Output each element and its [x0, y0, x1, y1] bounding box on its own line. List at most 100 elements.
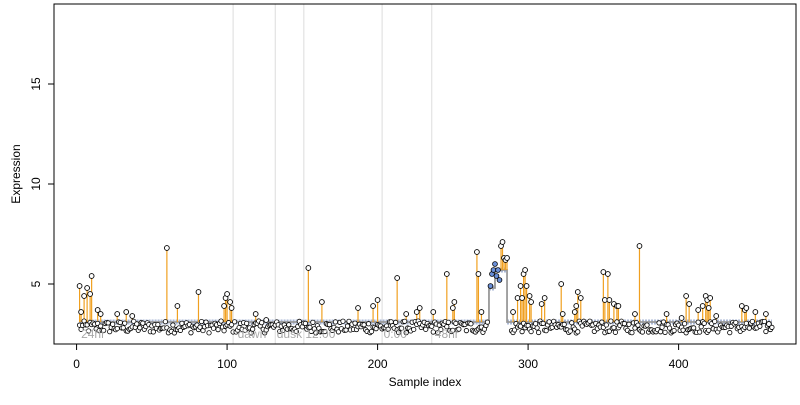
data-point [695, 319, 701, 325]
outlier-point-73 [699, 303, 706, 309]
data-point [435, 330, 441, 336]
outlier-point-56 [573, 303, 580, 309]
data-point [429, 323, 435, 329]
rising-point-5 [495, 267, 501, 273]
data-point [361, 322, 367, 328]
segment-label-2: dusk [277, 327, 303, 341]
outlier-point-72 [695, 307, 702, 313]
data-point [456, 326, 462, 332]
data-point [543, 328, 549, 334]
axes-layer: 0 100 200 300 400 5 10 15 [29, 77, 689, 371]
data-point [621, 321, 628, 327]
outlier-point-11 [164, 245, 170, 251]
segment-label-1: dawn [238, 327, 267, 341]
outlier-point-31 [443, 271, 450, 277]
outlier-point-29 [416, 305, 423, 311]
y-axis-label: Expression [9, 144, 23, 203]
data-point [528, 328, 534, 335]
outlier-point-38 [499, 239, 506, 245]
segment-label-4: 0:00 [384, 327, 408, 341]
data-point [365, 321, 372, 327]
data-point [170, 322, 176, 328]
outlier-point-2 [81, 293, 87, 299]
data-point [218, 318, 224, 324]
outlier-point-4 [87, 291, 93, 297]
outlier-point-13 [195, 289, 202, 295]
x-tick-label-1: 100 [217, 357, 237, 371]
data-point [117, 319, 123, 326]
rising-point-4 [493, 273, 500, 279]
outlier-point-65 [615, 303, 622, 309]
outlier-point-61 [605, 271, 611, 277]
data-point [712, 318, 718, 325]
outlier-point-41 [504, 255, 510, 261]
outlier-point-51 [538, 301, 545, 307]
data-point [188, 330, 194, 336]
outlier-point-35 [475, 271, 482, 277]
outlier-point-21 [305, 265, 312, 271]
data-point [368, 328, 375, 335]
outlier-point-68 [663, 311, 670, 317]
data-point [385, 326, 391, 332]
data-point [635, 322, 641, 328]
data-point [396, 329, 402, 336]
rising-point-2 [490, 267, 497, 273]
data-point [691, 325, 697, 331]
outlier-point-34 [474, 249, 480, 255]
data-point [155, 322, 161, 328]
outlier-point-67 [636, 243, 643, 249]
data-point [533, 321, 539, 327]
data-point [575, 329, 581, 335]
data-point [701, 320, 707, 326]
data-point [250, 326, 256, 332]
outlier-point-27 [403, 311, 410, 317]
data-point [761, 318, 767, 325]
plot-frame [53, 3, 797, 345]
outlier-point-28 [413, 309, 420, 315]
data-point [244, 320, 250, 326]
data-point [727, 330, 733, 336]
data-point [746, 325, 752, 331]
data-point [536, 329, 542, 336]
data-point [134, 321, 140, 327]
y-tick-label-0: 5 [29, 280, 43, 287]
data-point [444, 324, 450, 330]
data-point [302, 320, 308, 326]
data-point [137, 325, 143, 331]
data-point [120, 325, 126, 331]
data-point [215, 327, 221, 333]
data-point [569, 320, 575, 326]
data-point [749, 318, 755, 325]
outlier-point-50 [528, 299, 534, 305]
data-point [666, 325, 673, 331]
data-point [517, 323, 524, 329]
data-point [639, 329, 646, 335]
outlier-point-78 [713, 313, 720, 319]
outlier-point-7 [97, 311, 104, 317]
data-point [438, 326, 444, 333]
data-point [346, 318, 352, 324]
data-point [403, 330, 409, 336]
data-point [335, 329, 342, 335]
outlier-point-30 [430, 309, 437, 315]
outlier-point-69 [678, 315, 685, 321]
x-tick-label-3: 300 [518, 357, 538, 371]
data-point [221, 328, 227, 334]
outlier-point-83 [763, 311, 769, 317]
outlier-point-48 [523, 283, 530, 289]
outlier-point-20 [263, 317, 270, 323]
outlier-point-12 [174, 303, 181, 309]
rising-point-3 [492, 261, 498, 267]
data-point [332, 319, 339, 325]
data-point [150, 329, 156, 335]
outlier-point-18 [228, 305, 235, 311]
x-axis-label: Sample index [389, 375, 462, 389]
outlier-point-22 [319, 299, 325, 305]
data-point [322, 328, 328, 335]
outlier-point-77 [707, 295, 714, 301]
outlier-point-45 [519, 295, 525, 301]
outlier-point-16 [224, 291, 230, 297]
data-point [340, 318, 346, 324]
data-point [608, 318, 614, 324]
